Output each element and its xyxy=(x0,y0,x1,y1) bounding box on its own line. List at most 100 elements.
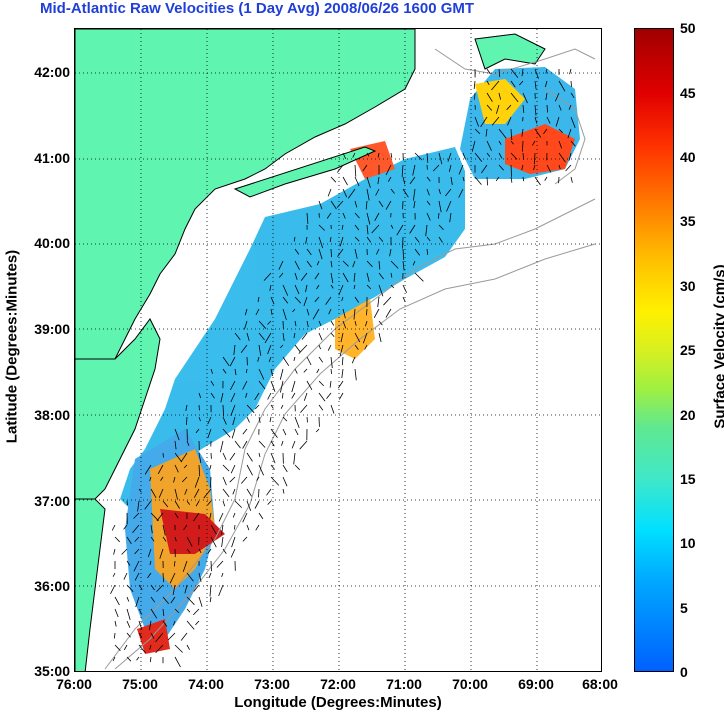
velocity-arrow xyxy=(210,368,213,374)
colorbar-tick-label: 5 xyxy=(680,600,688,616)
velocity-arrow xyxy=(230,404,236,416)
velocity-arrow xyxy=(186,620,195,630)
y-tick-label: 39:00 xyxy=(34,321,70,337)
velocity-arrow xyxy=(462,152,466,160)
velocity-arrow xyxy=(474,152,483,162)
velocity-arrow xyxy=(570,92,575,99)
velocity-arrow xyxy=(366,284,372,290)
velocity-arrow xyxy=(218,512,224,522)
velocity-arrow xyxy=(210,392,215,399)
velocity-arrow xyxy=(342,272,349,283)
velocity-arrow xyxy=(325,296,332,305)
velocity-arrow xyxy=(162,620,168,627)
velocity-arrow xyxy=(306,416,308,423)
velocity-arrow xyxy=(306,308,310,316)
velocity-arrow xyxy=(114,536,120,543)
velocity-arrow xyxy=(354,332,361,343)
y-tick-label: 41:00 xyxy=(34,150,70,166)
velocity-arrow xyxy=(543,128,548,135)
velocity-arrow xyxy=(246,416,250,423)
velocity-arrow xyxy=(216,560,224,568)
velocity-arrow xyxy=(174,608,180,614)
velocity-arrow xyxy=(186,596,195,605)
velocity-arrow xyxy=(170,596,176,604)
velocity-arrow xyxy=(342,320,347,329)
velocity-arrow xyxy=(546,164,552,173)
velocity-arrow xyxy=(172,584,176,595)
velocity-arrow xyxy=(246,404,255,414)
velocity-arrow xyxy=(426,200,431,206)
velocity-arrow xyxy=(144,500,152,510)
velocity-arrow xyxy=(150,512,159,522)
velocity-arrow xyxy=(258,452,261,458)
velocity-arrow xyxy=(375,188,380,196)
velocity-arrow xyxy=(183,464,188,469)
velocity-arrow xyxy=(522,140,524,152)
velocity-arrow xyxy=(186,536,193,547)
velocity-arrow xyxy=(134,572,140,581)
velocity-arrow xyxy=(341,368,344,379)
velocity-arrow xyxy=(258,464,264,476)
velocity-arrow xyxy=(149,620,152,631)
velocity-arrow xyxy=(258,416,261,423)
velocity-arrow xyxy=(330,320,335,326)
velocity-arrow xyxy=(362,332,368,344)
velocity-arrow xyxy=(293,332,296,339)
colorbar-label: Surface Velocity (cm/s) xyxy=(711,264,724,429)
velocity-arrow xyxy=(137,500,140,512)
velocity-arrow xyxy=(448,164,452,172)
velocity-arrow xyxy=(270,428,278,439)
velocity-arrow xyxy=(242,536,248,542)
velocity-arrow xyxy=(402,260,405,271)
velocity-arrow xyxy=(123,572,128,580)
velocity-arrow xyxy=(378,272,384,280)
velocity-arrow xyxy=(402,248,405,260)
velocity-arrow xyxy=(294,272,298,280)
velocity-vectors xyxy=(110,68,576,668)
velocity-arrow xyxy=(496,104,500,114)
velocity-arrow xyxy=(449,212,452,223)
velocity-arrow xyxy=(521,68,524,77)
velocity-arrow xyxy=(246,332,250,341)
velocity-arrow xyxy=(371,224,380,234)
velocity-arrow xyxy=(352,152,356,158)
velocity-arrow xyxy=(221,524,224,535)
velocity-arrow xyxy=(378,332,382,343)
velocity-arrow xyxy=(278,272,284,278)
velocity-arrow xyxy=(242,380,248,390)
velocity-arrow xyxy=(316,368,320,374)
velocity-arrow xyxy=(210,524,217,535)
velocity-arrow xyxy=(341,356,344,366)
velocity-arrow xyxy=(126,584,134,592)
contour-200m xyxy=(104,198,596,670)
velocity-arrow xyxy=(193,608,200,616)
velocity-arrow xyxy=(282,284,289,296)
velocity-arrow xyxy=(306,260,312,268)
velocity-arrow xyxy=(534,68,539,79)
x-tick-label: 70:00 xyxy=(452,676,488,692)
velocity-arrow xyxy=(569,68,572,75)
velocity-arrow xyxy=(123,524,128,530)
velocity-arrow xyxy=(150,632,155,639)
velocity-arrow xyxy=(126,656,132,662)
velocity-arrow xyxy=(207,548,212,554)
velocity-arrow xyxy=(306,356,312,366)
velocity-arrow xyxy=(385,308,392,318)
velocity-arrow xyxy=(282,356,290,367)
land-virginia-nc xyxy=(75,498,106,671)
velocity-arrow xyxy=(414,236,420,243)
velocity-arrow xyxy=(269,284,272,291)
velocity-arrow xyxy=(270,296,275,305)
velocity-arrow xyxy=(255,308,260,316)
velocity-arrow xyxy=(474,92,476,100)
velocity-arrow xyxy=(521,128,524,137)
x-tick-label: 69:00 xyxy=(518,676,554,692)
velocity-arrow xyxy=(402,284,407,293)
velocity-arrow xyxy=(303,296,308,307)
velocity-arrow xyxy=(385,200,392,210)
land-long-island xyxy=(233,146,377,198)
x-axis-label: Longitude (Degrees:Minutes) xyxy=(234,694,442,711)
velocity-arrow xyxy=(305,236,308,244)
velocity-arrow xyxy=(126,608,131,621)
velocity-arrow xyxy=(232,488,236,495)
